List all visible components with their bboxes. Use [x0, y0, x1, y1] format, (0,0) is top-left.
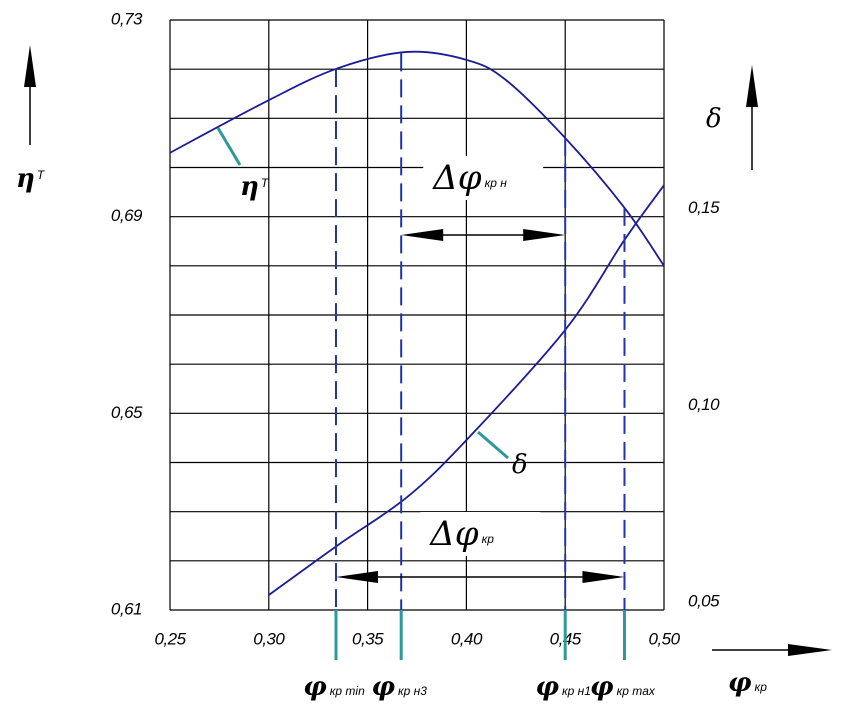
range-label: Δφ кр: [428, 514, 494, 554]
curve-leader: [216, 127, 242, 166]
y-axis-title-symbol: η: [16, 164, 35, 194]
y2-tick-label: 0,15: [688, 198, 720, 217]
x-tick-label: 0,30: [253, 629, 285, 648]
x-tick-label: 0,35: [352, 629, 384, 648]
arrow-head: [401, 229, 444, 241]
x-tick-label: 0,50: [648, 629, 680, 648]
range-label-subscript: кр: [482, 532, 495, 546]
curve-label-subscript: T: [261, 176, 270, 190]
marker-label-subscript: кр max: [617, 684, 656, 698]
marker-label-subscript: кр min: [330, 684, 365, 698]
y-tick-label: 0,65: [111, 403, 143, 422]
marker-label-subscript: кр н3: [398, 684, 427, 698]
x-tick-label: 0,40: [451, 629, 483, 648]
marker-label: φ кр н1: [535, 672, 590, 702]
marker-label: φ кр max: [590, 672, 656, 702]
range-label-bg: [420, 512, 541, 556]
y2-tick-label: 0,10: [688, 395, 720, 414]
y-tick-label: 0,69: [111, 206, 143, 225]
x-tick-label: 0,25: [154, 629, 186, 648]
range-label: Δφ кр н: [431, 158, 507, 198]
marker-label: φ кр н3: [371, 672, 427, 702]
arrow-head: [746, 65, 758, 107]
y-tick-label: 0,61: [111, 599, 142, 618]
x-axis-title: φ кр: [728, 668, 767, 698]
marker-label: φ кр min: [303, 672, 365, 702]
y-axis-title-subscript: T: [37, 168, 46, 182]
range-label-symbol: Δφ: [431, 158, 482, 198]
marker-label-subscript: кр н1: [562, 684, 591, 698]
curve-label: δ: [512, 450, 528, 480]
range-label-subscript: кр н: [485, 176, 508, 190]
marker-label-symbol: φ: [371, 672, 395, 702]
x-axis-title-subscript: кр: [755, 680, 768, 694]
marker-label-symbol: φ: [303, 672, 327, 702]
arrow-head: [523, 229, 566, 241]
curve: [169, 50, 665, 267]
curve: [268, 184, 665, 596]
arrow-head: [335, 571, 378, 583]
y2-tick-label: 0,05: [688, 591, 720, 610]
arrow-head: [582, 571, 625, 583]
marker-label-symbol: φ: [590, 672, 614, 702]
y-tick-label: 0,73: [111, 9, 143, 28]
range-label-bg: [423, 156, 544, 200]
y2-axis-title: δ: [706, 104, 722, 134]
curve-label-symbol: η: [240, 172, 259, 202]
range-label-symbol: Δφ: [428, 514, 479, 554]
arrow-head: [788, 644, 832, 656]
curve-leader: [477, 430, 509, 460]
marker-label-symbol: φ: [535, 672, 559, 702]
x-axis-title-symbol: φ: [728, 668, 752, 698]
arrow-head: [24, 45, 36, 87]
